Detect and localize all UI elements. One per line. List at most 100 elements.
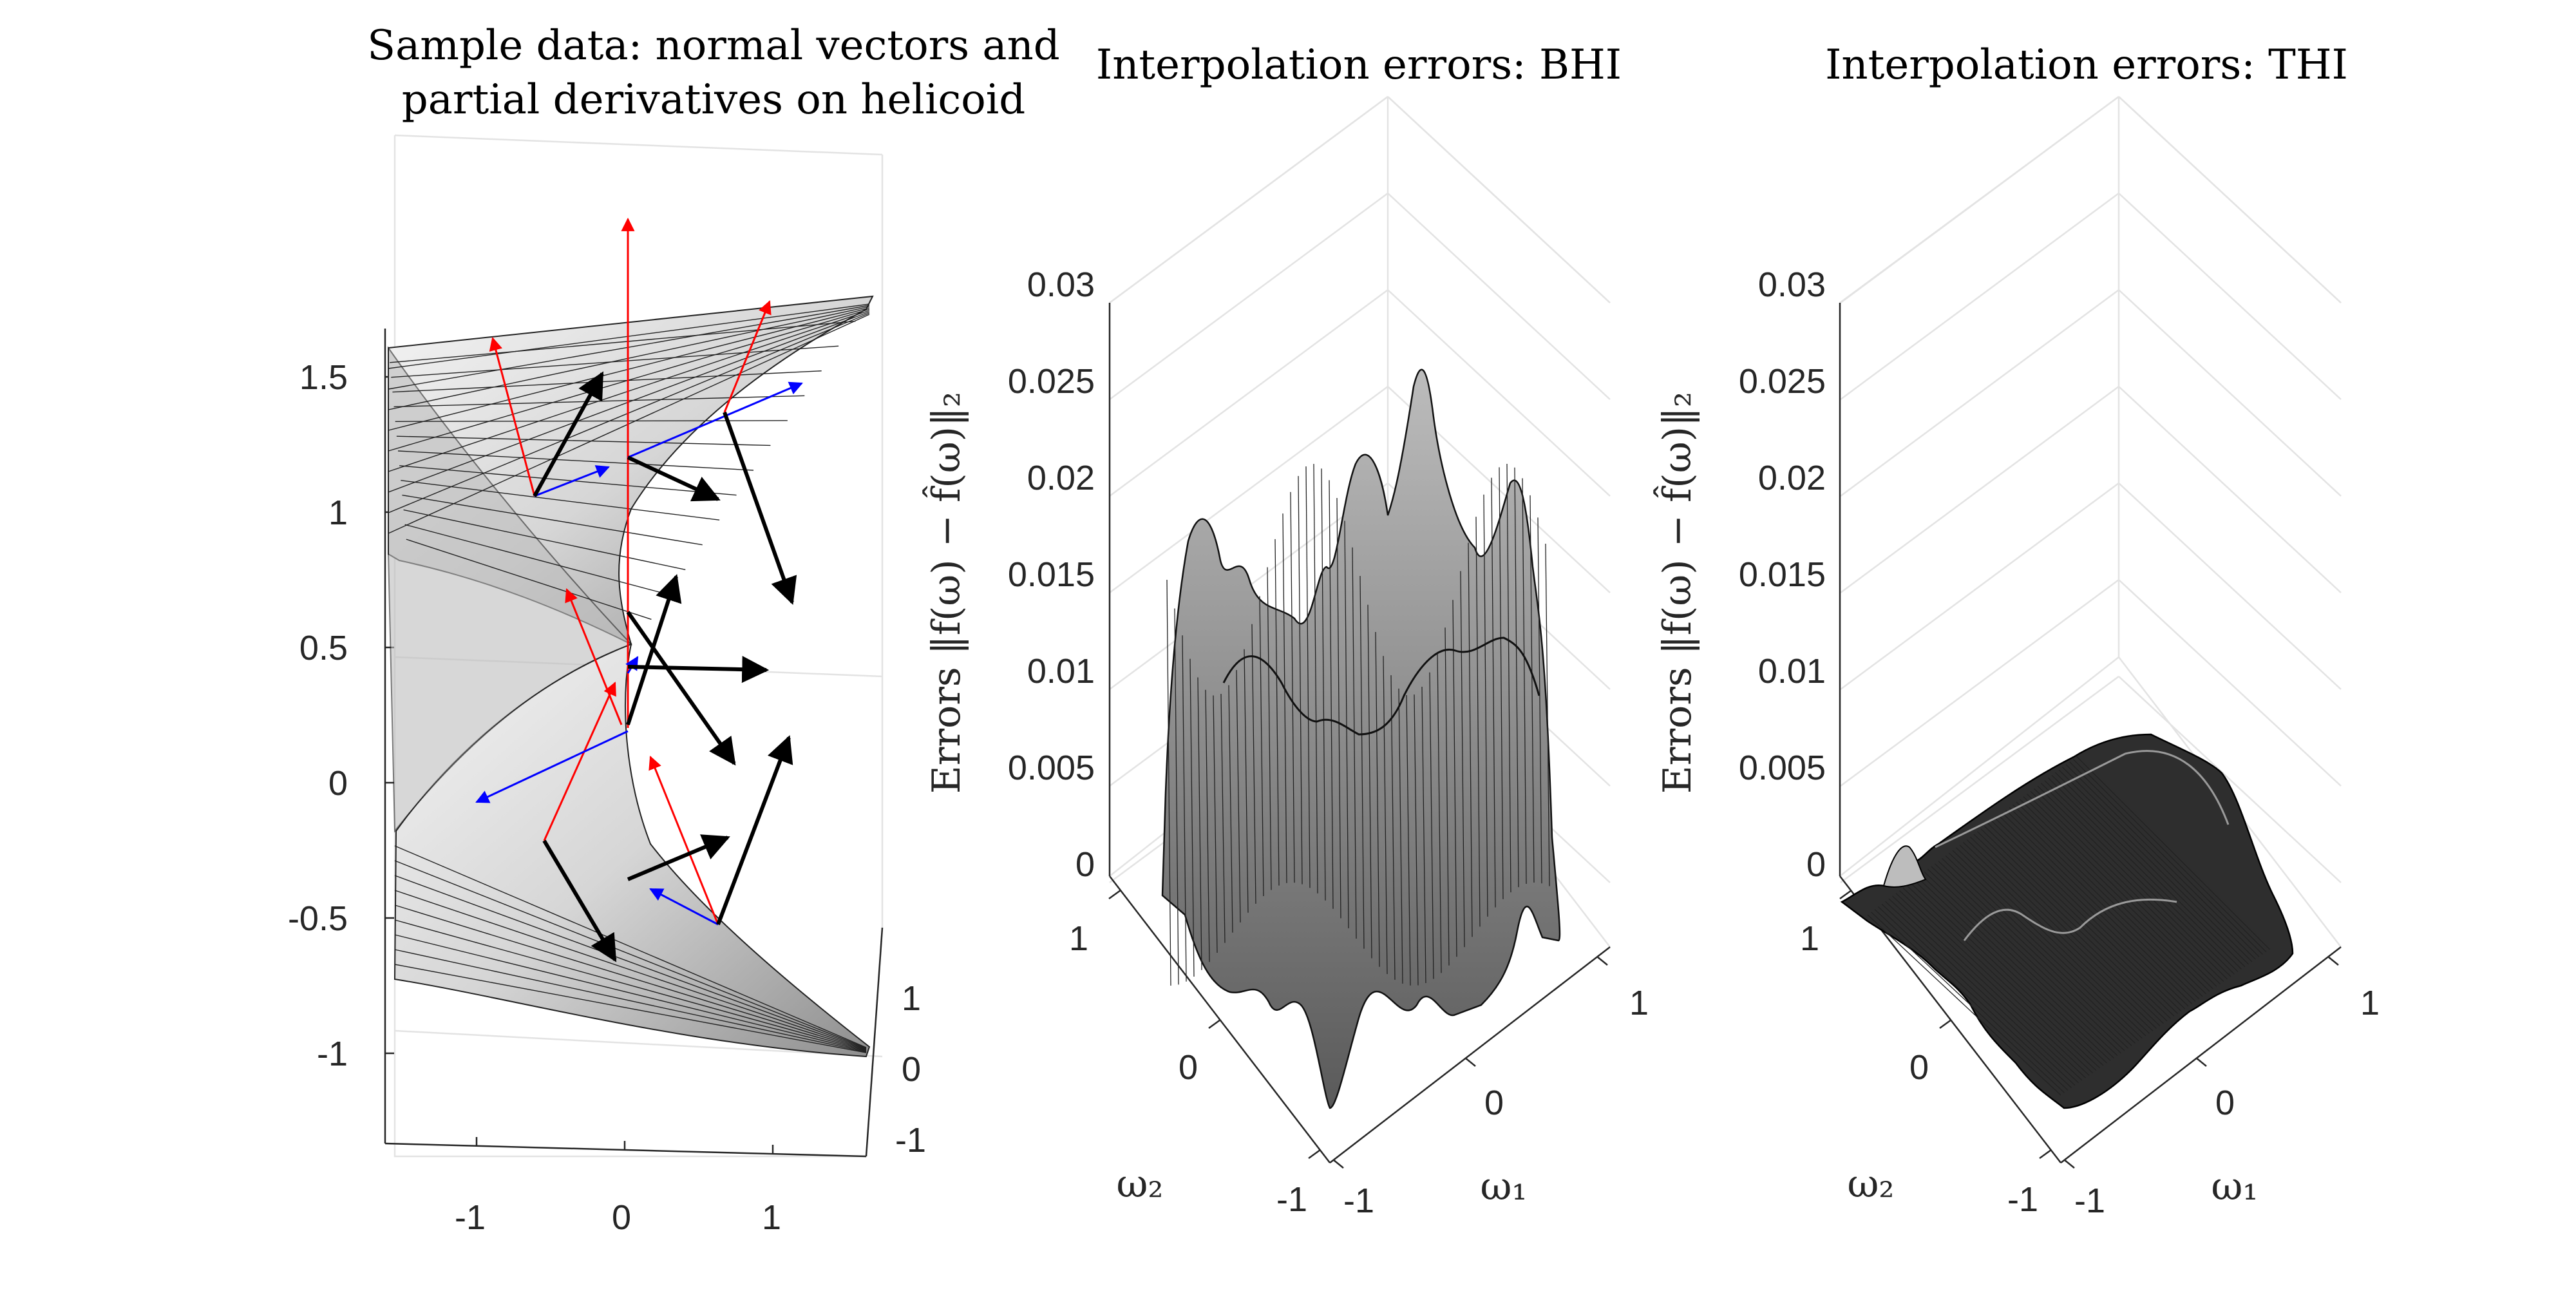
bhi-x-tick-label: 0 [1484,1084,1504,1122]
z-gridline [1840,675,2119,884]
thi-mesh-line [2027,794,2221,984]
bhi-y-tick-label: 0 [1179,1048,1198,1087]
bhi-mesh-line [1421,687,1426,984]
thi-mesh-line [1987,823,2182,1012]
z-gridline [1387,193,1611,400]
thi-mesh-line [2012,804,2206,995]
helicoid-mesh-line [394,949,867,1053]
thi-mesh-line [1980,828,2175,1017]
bhi-mesh-line [1530,495,1535,883]
bhi-mesh-line [1329,480,1334,909]
bhi-mesh-line [1189,658,1195,977]
helicoid-mesh-line [401,480,720,521]
bhi-y-axis-label: ω₂ [1117,1162,1164,1207]
helicoid-surface [388,295,874,1058]
bhi-mesh-line [1545,543,1550,886]
thi-mesh-line [1994,818,2189,1007]
helicoid-mesh-line [394,919,867,1051]
thi-mesh-line [1888,898,2083,1081]
normal-vector [627,834,730,881]
thi-mesh-line [2005,810,2199,999]
thi-z-tick-label: 0 [1806,845,1826,884]
thi-z-tick-label: 0.025 [1739,362,1826,401]
normal-vector [626,611,736,766]
z-gridline [1840,482,2119,691]
thi-mesh-line [1938,861,2132,1046]
thi-mesh-line [2009,807,2203,997]
bhi-x-tick-label: -1 [1343,1181,1374,1220]
thi-z-tick-label: 0.015 [1739,555,1826,594]
thi-mesh-line [1895,893,2090,1076]
helicoid-y-tick-label: -1 [895,1121,926,1160]
z-gridline [1840,579,2119,787]
thi-x-ticks: 1 0 -1 [2063,956,2380,1220]
bhi-mesh-line [1344,521,1349,929]
thi-z-tick-label: 0.03 [1758,265,1826,304]
thi-panel: Interpolation errors: THI 0.03 0.025 0.0… [1653,41,2380,1220]
thi-mesh-line [1959,845,2154,1031]
helicoid-mesh-line [394,904,867,1051]
z-gridline [1109,289,1388,497]
thi-mesh-line [1874,909,2069,1091]
thi-surface-body [1840,733,2294,1109]
partial-u-vector [565,588,623,725]
bhi-y-tick-label: -1 [1276,1180,1307,1219]
bhi-mesh-line [1298,475,1303,885]
thi-mesh-line [1984,826,2178,1014]
thi-mesh-line [2016,801,2210,992]
thi-title: Interpolation errors: THI [1825,41,2348,89]
helicoid-mesh-line [397,450,754,471]
bhi-mesh-line [1444,627,1450,966]
helicoid-panel: Sample data: normal vectors and partial … [288,22,1060,1237]
thi-mesh-line [1998,815,2192,1004]
thi-x-tick-label: 1 [2360,984,2380,1022]
thi-y-tick-label: 1 [1800,919,1819,958]
partial-v-vector [627,381,803,459]
helicoid-z-ticks: 1.5 1 0.5 0 -0.5 -1 [288,358,394,1073]
helicoid-title-line-2: partial derivatives on helicoid [402,76,1025,124]
thi-y-tick-label: -1 [2007,1180,2038,1219]
thi-mesh-line [1935,863,2128,1049]
bhi-z-tick-label: 0.03 [1027,265,1095,304]
helicoid-mesh-line [404,524,669,595]
bhi-surface-body [1161,368,1561,1109]
z-gridline [1387,96,1611,303]
thi-mesh-line [1945,855,2139,1042]
thi-mesh-line [1892,895,2086,1078]
thi-z-tick-label: 0.01 [1758,652,1826,691]
bhi-panel: Interpolation errors: BHI 0.03 0.025 0.0… [922,41,1649,1220]
thi-mesh-line [1902,887,2097,1071]
thi-mesh-line [2002,812,2196,1002]
bhi-mesh-line [1429,672,1434,979]
z-gridline [2118,579,2342,787]
bhi-mesh-line [1468,542,1473,937]
bhi-mesh-line [1174,608,1179,985]
bhi-mesh-line [1475,517,1481,927]
helicoid-mesh-line [394,860,867,1049]
helicoid-vectors [475,217,803,962]
thi-y-tick-label: 0 [1909,1048,1929,1087]
thi-mesh-line [2030,790,2224,982]
bhi-mesh-line [1491,477,1496,908]
thi-error-surface [1840,733,2294,1109]
helicoid-title-line-1: Sample data: normal vectors and [367,22,1060,70]
helicoid-mesh-line [396,435,771,446]
thi-x-tick-label: 0 [2215,1084,2235,1122]
helicoid-mesh-line [392,370,822,393]
bhi-mesh-line [1305,466,1311,888]
thi-mesh-line [1991,820,2185,1009]
thi-mesh-line [2069,761,2263,955]
bhi-z-tick-label: 0.01 [1027,652,1095,691]
thi-mesh-line [1956,847,2150,1034]
normal-vector [723,411,797,605]
z-gridline [1840,192,2119,401]
helicoid-y-tick-label: 1 [902,979,921,1018]
bhi-mesh-line [1197,677,1202,970]
bhi-error-surface [1161,368,1561,1109]
bhi-mesh-line [1522,478,1527,885]
z-gridline [2118,386,2342,593]
thi-mesh-line [2023,796,2217,987]
bhi-z-ticks: 0.03 0.025 0.02 0.015 0.01 0.005 0 [1008,265,1095,884]
bhi-mesh-line [1251,624,1256,904]
helicoid-z-tick-label: 0.5 [299,629,348,667]
